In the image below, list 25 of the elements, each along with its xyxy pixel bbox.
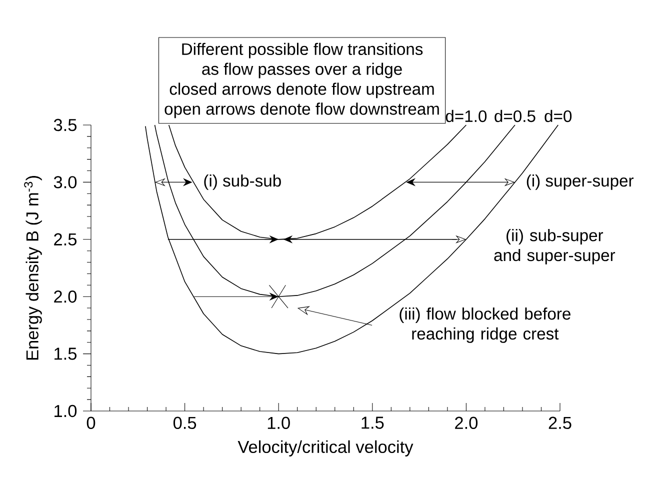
annotation: (ii) sub-super and super-super bbox=[494, 229, 616, 264]
x-tick-label: 0 bbox=[86, 416, 96, 430]
y-tick-label: 3.5 bbox=[54, 118, 76, 132]
y-axis-title: Energy density B (J m$^{-3}$) bbox=[24, 176, 42, 360]
text: open arrows denote flow downstream bbox=[164, 102, 439, 118]
x-tick-label: 2.0 bbox=[455, 416, 478, 430]
text: as flow passes over a ridge bbox=[202, 62, 402, 78]
series-label: d=0 bbox=[544, 110, 572, 122]
y-tick-label: 3.0 bbox=[54, 176, 77, 188]
x-tick-label: 1.0 bbox=[268, 416, 290, 430]
y-tick-label: 1.5 bbox=[54, 348, 76, 360]
text: closed arrows denote flow upstream bbox=[170, 82, 434, 98]
text: Different possible flow transitions bbox=[182, 42, 423, 58]
x-axis-title: Velocity/critical velocity bbox=[238, 440, 414, 456]
annotation: (i) sub-sub bbox=[204, 174, 281, 190]
y-tick-label: 1.0 bbox=[54, 404, 77, 418]
series-label: d=0.5 bbox=[494, 110, 536, 122]
series-label: d=1.0 bbox=[446, 110, 487, 122]
y-tick-label: 2.0 bbox=[54, 290, 77, 303]
x-tick-label: 2.5 bbox=[548, 416, 572, 430]
annotation: (i) super-super bbox=[526, 174, 634, 190]
x-tick-label: 1.5 bbox=[362, 416, 384, 429]
y-tick-label: 2.5 bbox=[54, 233, 76, 246]
annotation: (iii) flow blocked before reaching ridge crest bbox=[400, 307, 570, 343]
x-tick-label: 0.5 bbox=[173, 416, 196, 430]
